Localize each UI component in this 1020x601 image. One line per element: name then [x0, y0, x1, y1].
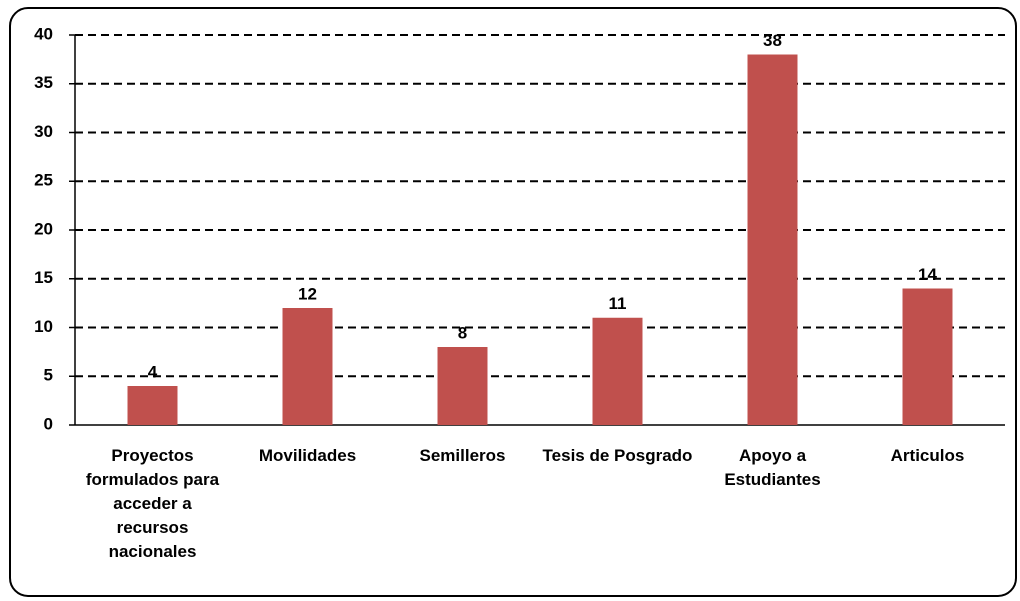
data-label: 4: [148, 362, 158, 381]
x-tick-label: Apoyo a Estudiantes: [724, 446, 821, 489]
x-tick-label: Tesis de Posgrado: [542, 446, 693, 465]
data-label: 11: [609, 294, 627, 313]
bar: [127, 386, 178, 425]
y-tick-label: 15: [34, 268, 53, 287]
y-tick-label: 35: [34, 73, 53, 92]
bar: [902, 288, 953, 425]
y-tick-label: 0: [44, 414, 53, 433]
x-tick-label: Semilleros: [419, 446, 506, 465]
y-tick-label: 30: [34, 122, 53, 141]
y-tick-label: 25: [34, 171, 53, 190]
bar: [282, 308, 333, 425]
data-label: 38: [763, 31, 782, 50]
chart-border: [9, 7, 1017, 597]
bar: [437, 347, 488, 425]
y-tick-label: 40: [34, 24, 53, 43]
bar: [747, 54, 798, 425]
y-tick-label: 20: [34, 219, 53, 238]
y-tick-label: 5: [44, 366, 53, 385]
x-tick-label: Proyectos formulados para acceder a recu…: [85, 446, 220, 561]
data-label: 12: [298, 284, 317, 303]
x-tick-label: Articulos: [890, 446, 965, 465]
data-label: 14: [918, 265, 937, 284]
data-label: 8: [458, 323, 467, 342]
bar: [592, 317, 643, 425]
x-tick-label: Movilidades: [258, 446, 357, 465]
y-tick-label: 10: [34, 317, 53, 336]
